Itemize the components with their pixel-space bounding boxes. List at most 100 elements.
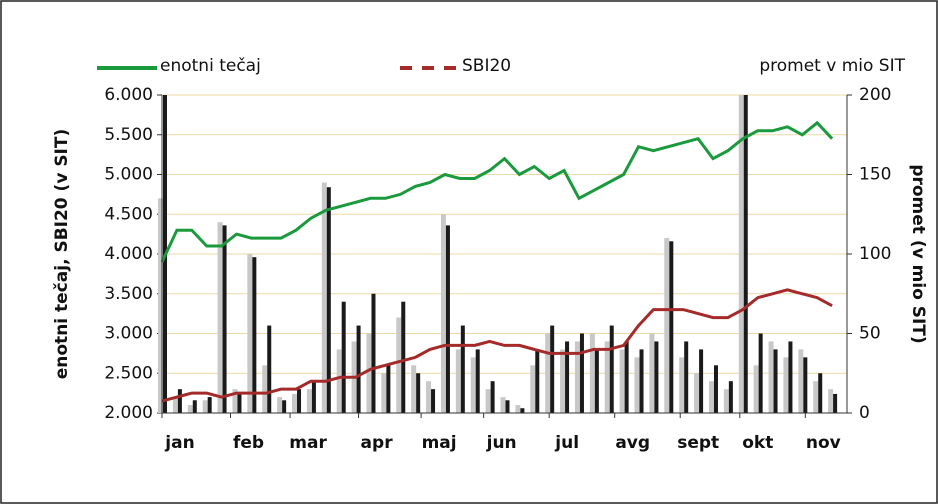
bar	[490, 381, 495, 413]
bar	[202, 400, 208, 413]
bar	[460, 325, 465, 413]
y-tick-label: 5.000	[104, 165, 153, 185]
bar	[773, 349, 778, 413]
bar	[440, 214, 446, 413]
y2-tick-label: 100	[859, 244, 891, 264]
bar	[609, 325, 614, 413]
y-tick-label: 4.500	[104, 204, 153, 224]
bar	[535, 349, 540, 413]
legend-label: promet v mio SIT	[759, 56, 905, 76]
bar	[401, 301, 406, 413]
bar	[783, 357, 789, 413]
bar	[232, 389, 238, 413]
bar	[267, 325, 272, 413]
bar	[366, 333, 372, 413]
bar	[431, 389, 436, 413]
x-tick-label: okt	[742, 433, 773, 453]
bar	[589, 333, 595, 413]
bar	[177, 389, 182, 413]
bar	[728, 381, 733, 413]
bar	[604, 341, 610, 413]
bar	[818, 373, 823, 413]
y-tick-label: 6.000	[104, 85, 153, 105]
y-axis-title: enotni tečaj, SBI20 (v SIT)	[52, 129, 72, 380]
bar	[500, 397, 506, 413]
bar	[326, 187, 331, 413]
bar	[396, 317, 402, 413]
bar	[713, 365, 718, 413]
bar	[321, 182, 327, 413]
legend: enotni tečaj SBI20 promet v mio SIT	[97, 56, 906, 76]
bar	[311, 381, 316, 413]
bar	[758, 333, 763, 413]
y-tick-label: 3.500	[104, 284, 153, 304]
bar	[649, 333, 655, 413]
bar	[579, 333, 584, 413]
bar	[292, 393, 298, 413]
bar	[813, 381, 819, 413]
bar	[416, 373, 421, 413]
bar	[828, 389, 834, 413]
bar	[639, 349, 644, 413]
bar	[803, 357, 808, 413]
bar	[247, 254, 253, 413]
y-tick-label: 3.000	[104, 324, 153, 344]
x-tick-label: jul	[554, 433, 579, 453]
bar	[455, 349, 461, 413]
bar	[217, 222, 223, 413]
bar	[634, 357, 640, 413]
bar	[768, 341, 774, 413]
x-tick-label: jun	[486, 433, 517, 453]
x-tick-label: feb	[233, 433, 264, 453]
bar	[386, 365, 391, 413]
bar	[694, 373, 700, 413]
bar	[306, 389, 312, 413]
bar	[341, 301, 346, 413]
bar	[798, 349, 804, 413]
line	[161, 288, 833, 403]
bar	[833, 393, 838, 413]
bar	[699, 349, 704, 413]
bar	[187, 405, 193, 413]
bar	[788, 341, 793, 413]
y-tick-label: 2.000	[104, 403, 153, 423]
bar	[252, 257, 257, 413]
bar	[371, 293, 376, 413]
bar	[158, 198, 163, 413]
y-tick-label: 5.500	[104, 125, 153, 145]
bar	[445, 225, 450, 413]
bar	[282, 400, 287, 413]
bar	[237, 393, 242, 413]
bar	[753, 365, 759, 413]
bar	[550, 325, 555, 413]
bar	[679, 357, 685, 413]
bar	[530, 365, 536, 413]
y2-tick-label: 50	[859, 324, 881, 344]
bar	[192, 400, 197, 413]
legend-label: enotni tečaj	[160, 56, 261, 76]
bar	[381, 373, 387, 413]
y-tick-label: 4.000	[104, 244, 153, 264]
bar	[172, 397, 178, 413]
y2-tick-label: 150	[859, 165, 891, 185]
bar	[664, 238, 670, 413]
bar	[297, 389, 302, 413]
bar	[654, 341, 659, 413]
bar	[277, 397, 283, 413]
x-tick-label: jan	[164, 433, 194, 453]
y2-tick-label: 0	[859, 403, 870, 423]
bar	[411, 365, 417, 413]
bar	[743, 95, 748, 413]
legend-label: SBI20	[462, 56, 511, 76]
bar	[470, 357, 476, 413]
line	[160, 120, 834, 263]
x-tick-label: avg	[615, 433, 650, 453]
bar	[624, 341, 629, 413]
bar	[336, 349, 342, 413]
bar	[520, 408, 525, 413]
bar	[485, 389, 491, 413]
bar	[207, 397, 212, 413]
bar	[262, 365, 268, 413]
